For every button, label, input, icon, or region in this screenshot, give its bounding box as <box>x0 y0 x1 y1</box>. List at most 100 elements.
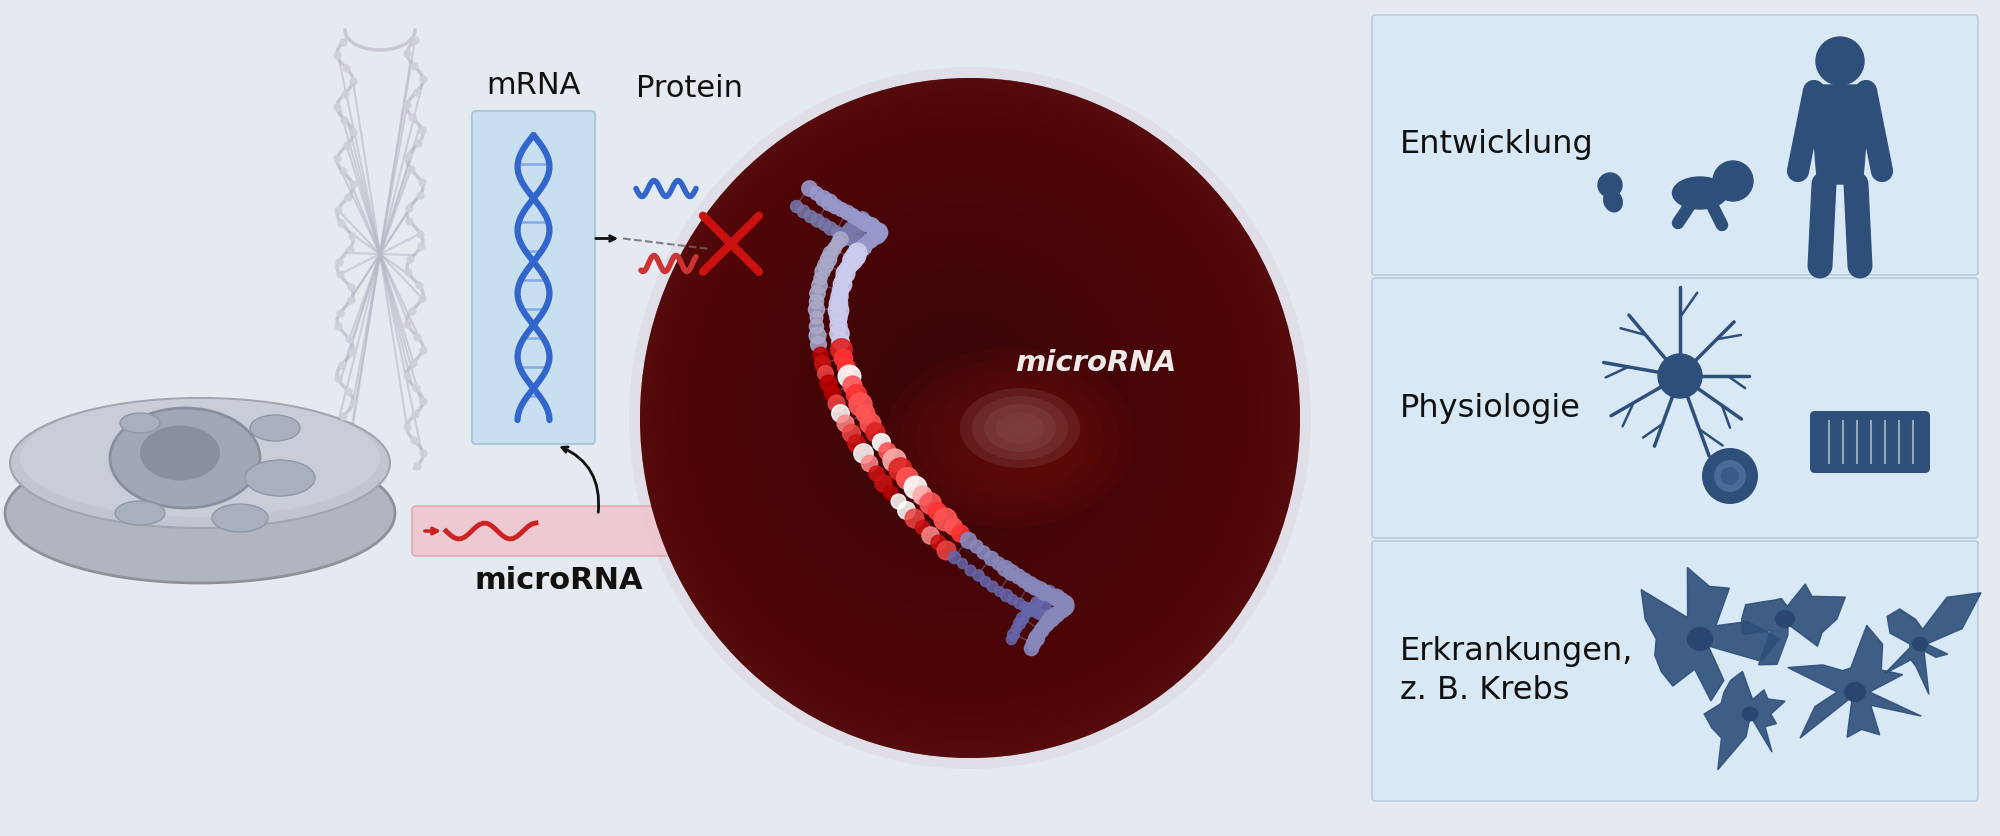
Ellipse shape <box>876 314 1042 484</box>
Ellipse shape <box>698 135 1236 691</box>
Circle shape <box>1712 161 1752 201</box>
Ellipse shape <box>1912 636 1928 651</box>
Ellipse shape <box>4 443 396 583</box>
Ellipse shape <box>646 84 1294 752</box>
Ellipse shape <box>756 193 1174 624</box>
Ellipse shape <box>1844 682 1866 702</box>
Ellipse shape <box>934 372 978 417</box>
Ellipse shape <box>676 115 1260 716</box>
Ellipse shape <box>212 504 268 532</box>
Ellipse shape <box>814 252 1110 558</box>
Circle shape <box>1598 173 1622 197</box>
Ellipse shape <box>140 426 220 481</box>
Ellipse shape <box>912 351 1002 441</box>
Ellipse shape <box>672 110 1266 721</box>
Ellipse shape <box>918 356 996 436</box>
FancyBboxPatch shape <box>1372 15 1978 275</box>
Ellipse shape <box>892 330 1024 466</box>
Ellipse shape <box>776 215 1150 600</box>
FancyBboxPatch shape <box>1372 278 1978 538</box>
Ellipse shape <box>730 167 1202 655</box>
Ellipse shape <box>666 104 1272 727</box>
Ellipse shape <box>692 130 1242 697</box>
Ellipse shape <box>760 199 1168 618</box>
Ellipse shape <box>10 398 390 528</box>
Ellipse shape <box>1742 706 1758 721</box>
Polygon shape <box>1742 584 1846 665</box>
Polygon shape <box>1642 568 1780 701</box>
Ellipse shape <box>650 89 1288 746</box>
Polygon shape <box>1810 85 1870 184</box>
Ellipse shape <box>660 99 1278 734</box>
Text: microRNA: microRNA <box>1016 349 1176 377</box>
Ellipse shape <box>940 377 972 411</box>
Ellipse shape <box>808 246 1116 563</box>
Polygon shape <box>1704 671 1786 770</box>
Ellipse shape <box>744 183 1184 636</box>
Text: Entwicklung: Entwicklung <box>1400 130 1594 161</box>
Text: microRNA: microRNA <box>474 566 644 595</box>
Ellipse shape <box>1686 627 1714 651</box>
Ellipse shape <box>882 319 1036 478</box>
Ellipse shape <box>704 141 1232 685</box>
Ellipse shape <box>1702 448 1758 504</box>
Ellipse shape <box>860 298 1058 502</box>
FancyBboxPatch shape <box>412 506 680 556</box>
Text: Physiologie: Physiologie <box>1400 392 1580 424</box>
Ellipse shape <box>724 162 1208 660</box>
Ellipse shape <box>844 283 1076 521</box>
Ellipse shape <box>886 324 1030 472</box>
Circle shape <box>1816 37 1864 85</box>
Ellipse shape <box>718 157 1214 667</box>
Ellipse shape <box>640 78 1300 758</box>
Ellipse shape <box>834 273 1088 533</box>
Ellipse shape <box>688 125 1248 703</box>
Ellipse shape <box>950 388 960 399</box>
Ellipse shape <box>750 188 1180 630</box>
Ellipse shape <box>830 267 1092 539</box>
Ellipse shape <box>900 359 1120 517</box>
FancyBboxPatch shape <box>1810 411 1930 473</box>
Ellipse shape <box>110 408 260 508</box>
Ellipse shape <box>972 396 1068 460</box>
Ellipse shape <box>782 220 1144 594</box>
Ellipse shape <box>656 94 1282 740</box>
Ellipse shape <box>120 413 160 433</box>
Ellipse shape <box>928 367 984 423</box>
Circle shape <box>1658 354 1702 398</box>
Ellipse shape <box>924 361 990 430</box>
Ellipse shape <box>1776 610 1794 628</box>
Ellipse shape <box>902 340 1012 454</box>
Ellipse shape <box>640 78 1300 758</box>
Polygon shape <box>1884 593 1982 695</box>
Ellipse shape <box>734 172 1196 649</box>
Ellipse shape <box>908 346 1006 448</box>
Ellipse shape <box>1720 467 1740 485</box>
Ellipse shape <box>850 288 1070 515</box>
Ellipse shape <box>872 309 1048 491</box>
Ellipse shape <box>792 230 1134 582</box>
Ellipse shape <box>714 151 1220 673</box>
Ellipse shape <box>682 120 1254 709</box>
Ellipse shape <box>788 225 1140 588</box>
Ellipse shape <box>1672 177 1728 209</box>
Ellipse shape <box>244 460 316 496</box>
Ellipse shape <box>628 67 1312 769</box>
Text: mRNA: mRNA <box>486 71 580 100</box>
Ellipse shape <box>818 257 1104 551</box>
Ellipse shape <box>708 146 1226 679</box>
Ellipse shape <box>856 293 1064 508</box>
Ellipse shape <box>840 278 1082 527</box>
Text: Protein: Protein <box>636 74 744 103</box>
Ellipse shape <box>824 262 1098 545</box>
Ellipse shape <box>798 236 1128 575</box>
Ellipse shape <box>884 348 1136 528</box>
Ellipse shape <box>898 335 1018 460</box>
Ellipse shape <box>772 209 1156 606</box>
FancyBboxPatch shape <box>1372 541 1978 801</box>
Ellipse shape <box>116 501 164 525</box>
Ellipse shape <box>960 388 1080 468</box>
Ellipse shape <box>250 415 300 441</box>
Ellipse shape <box>944 383 966 405</box>
Ellipse shape <box>766 204 1162 612</box>
